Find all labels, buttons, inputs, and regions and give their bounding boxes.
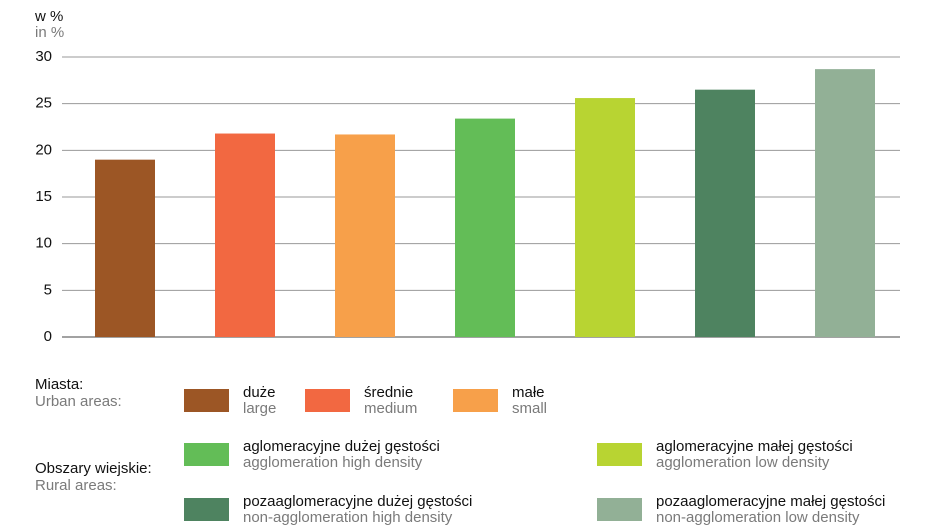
y-tick-label: 0: [44, 328, 52, 345]
y-axis-label-en: in %: [35, 24, 64, 41]
legend-group: Obszary wiejskie:: [35, 460, 152, 477]
bar: [95, 159, 155, 337]
legend-swatch: [184, 443, 229, 466]
legend-group-en: Urban areas:: [35, 393, 122, 410]
legend-label: małe: [512, 384, 545, 401]
legend-label: aglomeracyjne małej gęstości: [656, 438, 853, 455]
bar: [815, 69, 875, 337]
bar: [215, 133, 275, 337]
y-tick-label: 5: [44, 281, 52, 298]
legend-label-en: non-agglomeration low density: [656, 509, 860, 526]
legend-label-en: small: [512, 400, 547, 417]
legend-label-en: agglomeration high density: [243, 454, 423, 471]
legend-label-en: non-agglomeration high density: [243, 509, 453, 526]
legend-swatch: [597, 498, 642, 521]
legend-label: aglomeracyjne dużej gęstości: [243, 438, 440, 455]
legend-label: pozaaglomeracyjne małej gęstości: [656, 493, 885, 510]
legend-group-en: Rural areas:: [35, 477, 117, 494]
y-tick-label: 15: [35, 188, 52, 205]
legend-swatch: [305, 389, 350, 412]
bar: [575, 98, 635, 337]
y-axis-label: w %: [34, 8, 63, 25]
legend-label: średnie: [364, 384, 413, 401]
y-tick-label: 20: [35, 141, 52, 158]
bar: [455, 118, 515, 337]
legend-swatch: [597, 443, 642, 466]
legend-group: Miasta:: [35, 376, 83, 393]
legend-label-en: agglomeration low density: [656, 454, 830, 471]
legend-swatch: [184, 389, 229, 412]
y-tick-label: 30: [35, 48, 52, 65]
legend-swatch: [184, 498, 229, 521]
bar: [695, 89, 755, 338]
bar: [335, 134, 395, 337]
legend-label: duże: [243, 384, 276, 401]
y-tick-label: 25: [35, 95, 52, 112]
legend-label-en: medium: [364, 400, 417, 417]
legend-swatch: [453, 389, 498, 412]
legend-label: pozaaglomeracyjne dużej gęstości: [243, 493, 472, 510]
y-tick-label: 10: [35, 235, 52, 252]
legend-label-en: large: [243, 400, 276, 417]
